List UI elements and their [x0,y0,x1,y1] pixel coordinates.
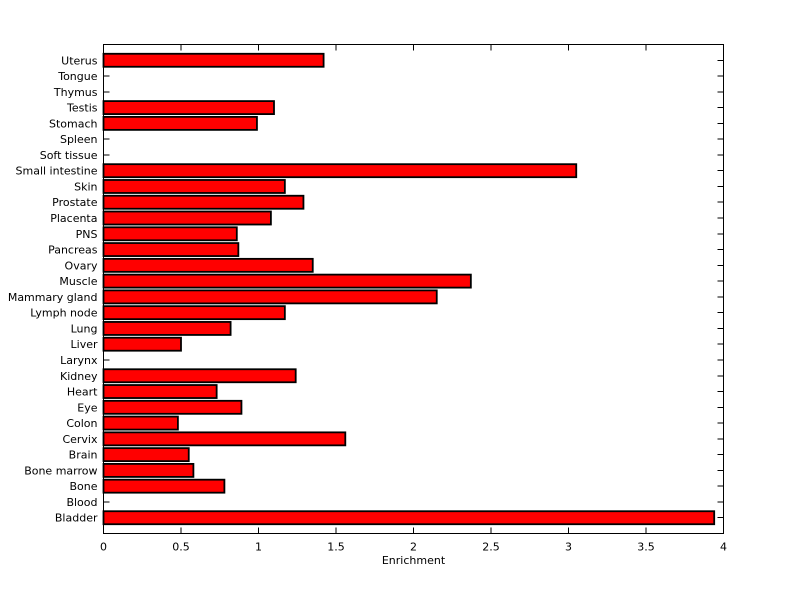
category-label: Stomach [49,117,98,130]
bar [102,399,243,415]
bar [102,384,218,399]
category-label: Uterus [61,54,98,67]
bar [102,305,286,321]
category-label: Mammary gland [8,291,98,304]
category-label: Bone marrow [24,464,97,477]
category-label: Testis [66,102,98,115]
bar [102,273,472,289]
x-tick-label: 0.5 [172,541,190,554]
category-label: Ovary [65,259,98,272]
category-label: Cervix [62,433,98,446]
x-tick-label: 0 [100,541,107,554]
bar [102,336,182,352]
category-label: Blood [66,496,97,509]
x-tick-label: 4 [720,541,727,554]
bar [102,115,258,131]
bar [102,321,232,336]
category-label: Soft tissue [40,149,98,162]
x-tick-label: 3 [565,541,572,554]
category-label: Lymph node [30,307,97,320]
category-label: Larynx [60,354,98,367]
category-label: Muscle [59,275,97,288]
category-label: Prostate [52,196,98,209]
bar [102,100,275,115]
bar [102,194,305,210]
category-label: Pancreas [48,244,98,257]
category-label: Brain [69,449,98,462]
bar [102,415,179,431]
x-tick-label: 1 [255,541,262,554]
category-label: Bone [69,480,97,493]
x-tick-label: 1.5 [327,541,345,554]
bar [102,257,314,273]
category-label: Heart [67,386,98,399]
category-label: Spleen [60,133,98,146]
bar [102,463,195,478]
category-label: Thymus [53,86,98,99]
category-label: Skin [74,180,97,193]
category-label: Bladder [55,512,98,525]
category-label: Small intestine [16,165,98,178]
bar [102,289,438,305]
bar [102,179,286,194]
bar [102,210,272,226]
bar [102,226,238,242]
bar [102,368,297,384]
bar [102,242,240,257]
category-label: Liver [71,338,98,351]
bar [102,510,716,526]
category-label: Tongue [57,70,98,83]
x-tick-label: 3.5 [637,541,655,554]
category-label: Placenta [50,212,97,225]
bar [102,447,190,463]
x-axis-label: Enrichment [382,554,446,567]
category-label: PNS [76,228,98,241]
category-label: Colon [66,417,97,430]
x-tick-label: 2 [410,541,417,554]
category-label: Eye [77,401,97,414]
x-tick-label: 2.5 [482,541,500,554]
category-label: Lung [71,322,98,335]
category-label: Kidney [60,370,98,383]
bar [102,431,347,447]
bar [102,478,226,494]
bar [102,52,325,68]
bar [102,163,578,179]
